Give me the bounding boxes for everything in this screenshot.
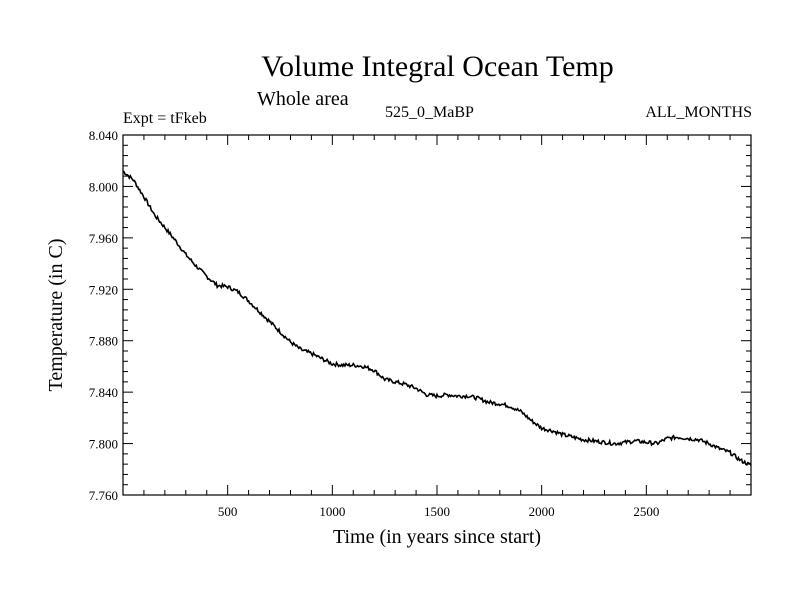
months-label: ALL_MONTHS [645, 104, 752, 121]
y-tick-label: 7.840 [89, 385, 118, 400]
chart-subtitle: Whole area [257, 88, 349, 110]
y-tick-label: 7.920 [89, 282, 118, 297]
experiment-label: Expt = tFkeb [123, 110, 207, 127]
y-tick-label: 8.040 [89, 128, 118, 143]
axis-ticks [123, 135, 751, 495]
y-tick-label: 7.760 [89, 488, 118, 503]
y-tick-label: 8.000 [89, 179, 118, 194]
chart-title: Volume Integral Ocean Temp [261, 50, 614, 83]
y-tick-label: 7.800 [89, 437, 118, 452]
plot-frame [122, 134, 752, 496]
series-line [122, 170, 752, 466]
x-tick-label: 2000 [529, 504, 555, 519]
y-axis-title: Temperature (in C) [45, 239, 67, 392]
x-tick-label: 2500 [633, 504, 659, 519]
x-tick-label: 500 [218, 504, 238, 519]
period-label: 525_0_MaBP [385, 104, 474, 121]
tick-labels: 500 1000 1500 2000 2500 7.760 7.800 7.840 7.880 7… [89, 128, 660, 519]
x-tick-label: 1500 [424, 504, 450, 519]
x-tick-label: 1000 [319, 504, 345, 519]
y-tick-label: 7.880 [89, 334, 118, 349]
y-tick-label: 7.960 [89, 231, 118, 246]
x-axis-title: Time (in years since start) [333, 526, 541, 548]
